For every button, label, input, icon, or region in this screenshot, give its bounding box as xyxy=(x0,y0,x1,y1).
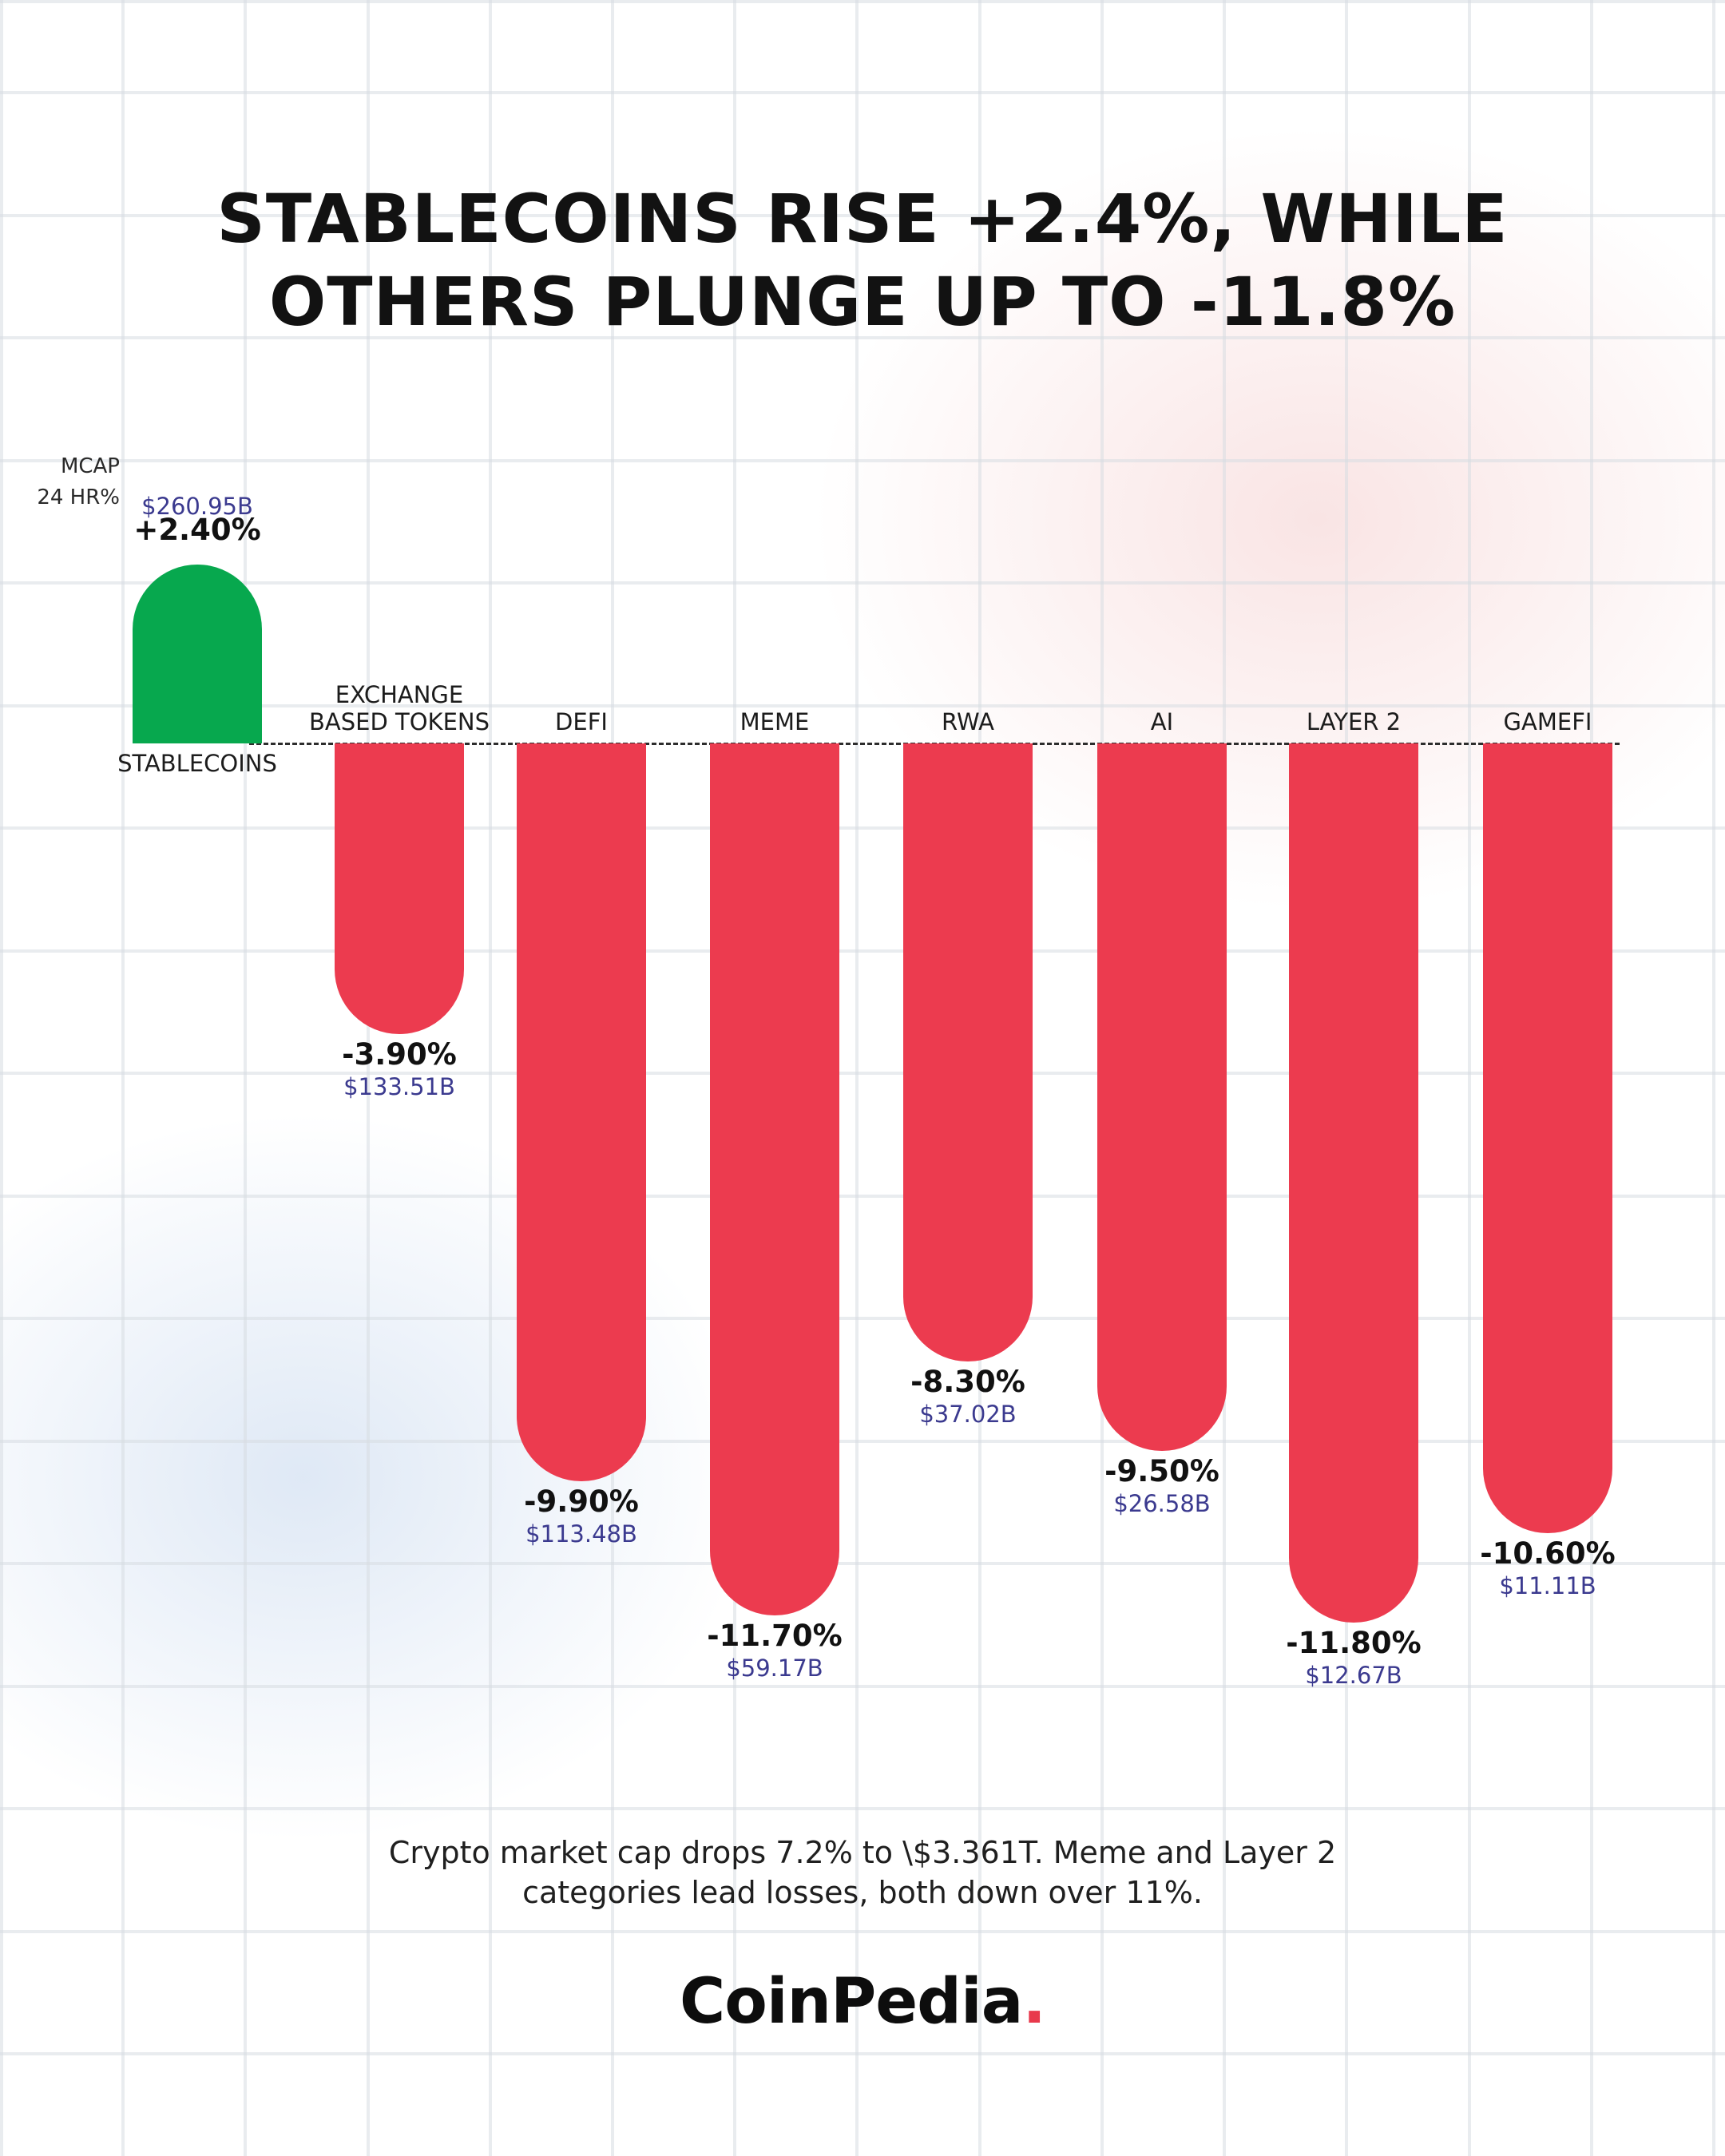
mcap-label: $12.67B xyxy=(1305,1661,1402,1689)
chart-title-line-1: STABLECOINS RISE +2.4%, WHILE xyxy=(216,180,1509,258)
grid-line-horizontal xyxy=(0,949,1725,953)
grid-line-horizontal xyxy=(0,1440,1725,1443)
bar-0 xyxy=(133,565,262,743)
bar-6 xyxy=(1289,743,1418,1623)
mcap-label: $37.02B xyxy=(919,1401,1017,1429)
grid-line-horizontal xyxy=(0,1317,1725,1320)
mcap-label: $260.95B xyxy=(141,493,253,521)
category-label: AI xyxy=(1150,708,1174,735)
mcap-label: $113.48B xyxy=(525,1520,637,1548)
category-label: MEME xyxy=(740,708,810,735)
bar-3 xyxy=(710,743,839,1615)
category-label: LAYER 2 xyxy=(1306,708,1402,735)
grid-line-horizontal xyxy=(0,581,1725,585)
mcap-label: $59.17B xyxy=(726,1654,823,1682)
bar-4 xyxy=(903,743,1033,1362)
value-label: -9.90% xyxy=(524,1484,639,1519)
grid-line-horizontal xyxy=(0,0,1725,3)
grid-line-horizontal xyxy=(0,2052,1725,2055)
category-label: STABLECOINS xyxy=(117,750,277,777)
value-label: +2.40% xyxy=(133,513,261,548)
caption: Crypto market cap drops 7.2% to \$3.361T… xyxy=(0,1833,1725,1912)
value-label: -10.60% xyxy=(1480,1536,1616,1571)
mcap-label: $133.51B xyxy=(343,1072,455,1100)
value-label: -9.50% xyxy=(1104,1454,1219,1489)
category-label: GAMEFI xyxy=(1503,708,1592,735)
mcap-label: $11.11B xyxy=(1499,1571,1596,1599)
grid-line-horizontal xyxy=(0,1685,1725,1688)
grid-line-horizontal xyxy=(0,1930,1725,1933)
category-label: EXCHANGE BASED TOKENS xyxy=(309,681,490,735)
bar-7 xyxy=(1483,743,1612,1533)
coinpedia-logo: CoinPedia. xyxy=(0,1966,1725,2038)
category-label: RWA xyxy=(942,708,994,735)
logo-text: CoinPedia xyxy=(679,1966,1023,2038)
logo-dot: . xyxy=(1022,1966,1046,2038)
legend-change-label: 24 HR% xyxy=(37,485,120,509)
chart-title-line-2: OTHERS PLUNGE UP TO -11.8% xyxy=(268,263,1457,341)
mcap-label: $26.58B xyxy=(1113,1490,1211,1518)
grid-line-horizontal xyxy=(0,1807,1725,1810)
bar-5 xyxy=(1097,743,1227,1452)
value-label: -11.80% xyxy=(1286,1625,1422,1660)
grid-line-horizontal xyxy=(0,1195,1725,1198)
grid-line-horizontal xyxy=(0,91,1725,94)
caption-line-1: Crypto market cap drops 7.2% to \$3.361T… xyxy=(388,1835,1337,1870)
value-label: -11.70% xyxy=(707,1618,843,1653)
grid-line-horizontal xyxy=(0,1072,1725,1075)
grid-line-horizontal xyxy=(0,826,1725,830)
chart-title: STABLECOINS RISE +2.4%, WHILE OTHERS PLU… xyxy=(0,177,1725,343)
bar-1 xyxy=(335,743,464,1034)
value-label: -8.30% xyxy=(910,1365,1025,1400)
category-label: DEFI xyxy=(555,708,608,735)
bar-2 xyxy=(517,743,646,1481)
grid-line-horizontal xyxy=(0,459,1725,462)
legend-mcap-label: MCAP xyxy=(60,454,120,478)
caption-line-2: categories lead losses, both down over 1… xyxy=(522,1875,1203,1910)
value-label: -3.90% xyxy=(342,1036,457,1072)
